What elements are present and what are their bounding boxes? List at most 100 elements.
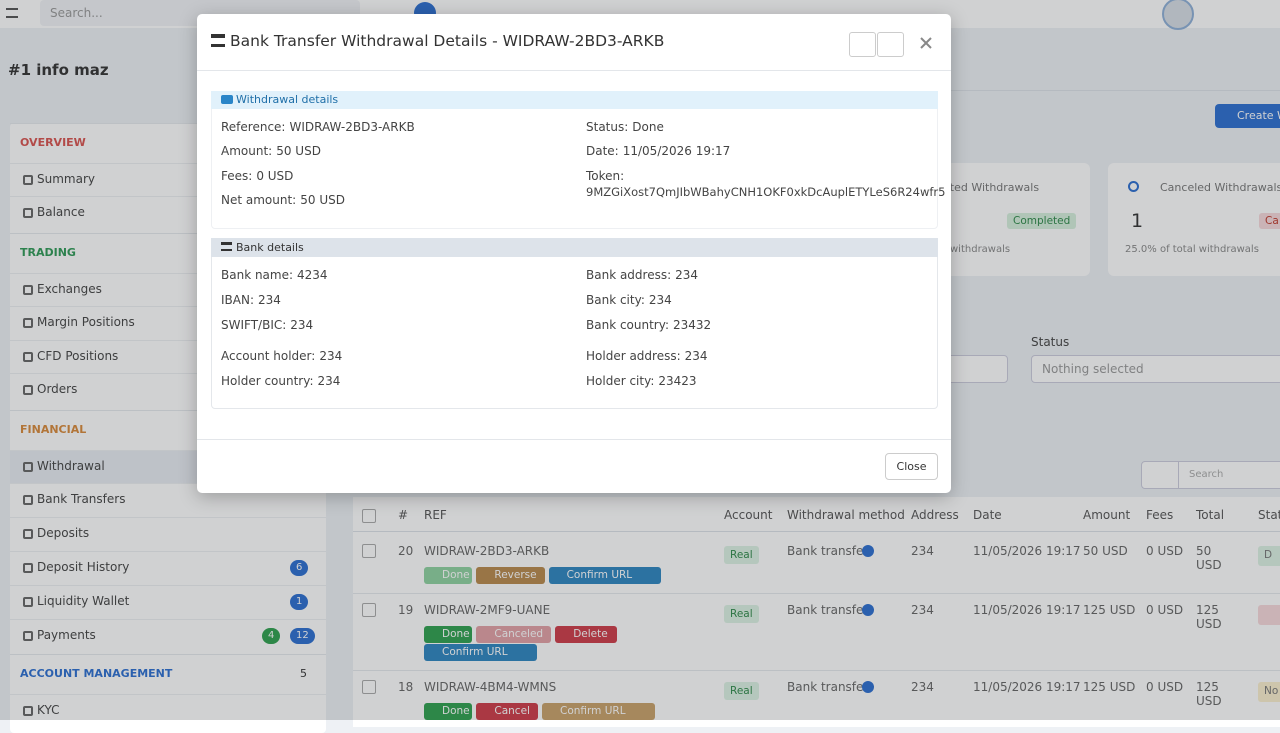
sidebar-item[interactable]: Summary bbox=[37, 172, 95, 186]
field-label: Fees: bbox=[221, 169, 253, 183]
sidebar-section: ACCOUNT MANAGEMENT bbox=[20, 667, 173, 680]
row-checkbox[interactable] bbox=[362, 603, 376, 617]
row-checkbox[interactable] bbox=[362, 680, 376, 694]
action-button[interactable]: Cancel bbox=[476, 703, 538, 720]
count-badge: 1 bbox=[290, 594, 309, 610]
cell-date: 11/05/2026 19:17 bbox=[973, 603, 1081, 617]
action-button[interactable]: Done bbox=[424, 567, 473, 584]
sidebar-item[interactable]: Withdrawal bbox=[37, 459, 105, 473]
cell-account: Real bbox=[724, 682, 759, 700]
close-x bbox=[920, 37, 932, 49]
sidebar-divider bbox=[10, 551, 326, 552]
field-value: 11/05/2026 19:17 bbox=[622, 144, 731, 158]
column-header: Account bbox=[724, 508, 773, 522]
close-icon[interactable] bbox=[918, 35, 934, 51]
header-checkbox[interactable] bbox=[362, 509, 376, 523]
action-button[interactable]: Confirm URL bbox=[548, 567, 662, 584]
table-search[interactable]: Search bbox=[1178, 461, 1280, 489]
cell-method: Bank transfer bbox=[787, 544, 869, 558]
modal-title: Bank Transfer Withdrawal Details - WIDRA… bbox=[230, 32, 665, 50]
field: Bank address: 234 bbox=[586, 268, 698, 282]
sidebar-item[interactable]: Exchanges bbox=[37, 282, 102, 296]
field-label: Holder city: bbox=[586, 374, 655, 388]
section-header bbox=[211, 238, 938, 257]
avatar[interactable] bbox=[1162, 0, 1194, 30]
field: Holder address: 234 bbox=[586, 349, 708, 363]
field-value: 234 bbox=[319, 349, 343, 363]
sidebar-divider bbox=[10, 306, 326, 307]
status-badge: No bbox=[1258, 682, 1280, 702]
action-button[interactable]: Confirm URL bbox=[424, 644, 537, 661]
field-value: 9MZGiXost7QmJIbWBahyCNH1OKF0xkDcAuplETYL… bbox=[586, 185, 946, 199]
section-divider bbox=[10, 410, 326, 411]
bank-icon bbox=[211, 34, 225, 47]
field-label: Token: bbox=[586, 169, 625, 183]
item-icon bbox=[23, 529, 33, 539]
sidebar-item[interactable]: Orders bbox=[37, 382, 78, 396]
field-label: Account holder: bbox=[221, 349, 316, 363]
field-value: Done bbox=[632, 120, 664, 134]
item-icon bbox=[23, 462, 33, 472]
cell-address: 234 bbox=[911, 680, 934, 694]
sidebar-divider bbox=[10, 694, 326, 695]
sidebar-item[interactable]: Payments bbox=[37, 628, 96, 642]
sidebar-item[interactable]: Bank Transfers bbox=[37, 492, 126, 506]
action-button[interactable]: Confirm URL bbox=[542, 703, 655, 720]
field-label: SWIFT/BIC: bbox=[221, 318, 287, 332]
card-note: withdrawals bbox=[950, 244, 1011, 255]
sidebar-item[interactable]: KYC bbox=[37, 703, 60, 717]
item-icon bbox=[23, 631, 33, 641]
search-button[interactable] bbox=[1141, 461, 1179, 489]
item-icon bbox=[23, 285, 33, 295]
row-checkbox[interactable] bbox=[362, 544, 376, 558]
field-value: 234 bbox=[290, 318, 314, 332]
action-button[interactable]: Delete bbox=[555, 626, 617, 643]
action-button[interactable]: Reverse bbox=[476, 567, 545, 584]
sidebar-item[interactable]: Margin Positions bbox=[37, 315, 135, 329]
sidebar-divider bbox=[10, 163, 326, 164]
bank-icon bbox=[221, 242, 232, 251]
section-count: 5 bbox=[300, 667, 307, 680]
field-value: WIDRAW-2BD3-ARKB bbox=[289, 120, 415, 134]
field-value: 23432 bbox=[673, 318, 712, 332]
filter-input[interactable] bbox=[940, 355, 1008, 383]
status-select[interactable]: Nothing selected bbox=[1031, 355, 1280, 383]
cell-method: Bank transfer bbox=[787, 603, 869, 617]
count-badge: 6 bbox=[290, 560, 309, 576]
sidebar-item[interactable]: Balance bbox=[37, 205, 85, 219]
menu-icon[interactable] bbox=[6, 8, 18, 18]
field: Bank name: 4234 bbox=[221, 268, 328, 282]
cell-ref: WIDRAW-2MF9-UANE bbox=[424, 603, 551, 617]
cell-num: 19 bbox=[398, 603, 414, 617]
header-divider bbox=[353, 531, 1280, 532]
sidebar-item[interactable]: CFD Positions bbox=[37, 349, 119, 363]
fullscreen-button[interactable] bbox=[849, 32, 876, 57]
field-value: 234 bbox=[675, 268, 699, 282]
count-badge: 4 bbox=[262, 628, 281, 644]
cell-amount: 125 USD bbox=[1083, 680, 1136, 694]
section-header bbox=[211, 91, 938, 109]
field: Net amount: 50 USD bbox=[221, 193, 345, 207]
sidebar-divider bbox=[10, 340, 326, 341]
action-button[interactable]: Done bbox=[424, 703, 473, 720]
card-icon bbox=[221, 95, 233, 104]
create-button[interactable]: Create W bbox=[1215, 104, 1280, 128]
sidebar-section: OVERVIEW bbox=[20, 136, 86, 149]
close-button[interactable]: Close bbox=[885, 453, 938, 480]
info-icon bbox=[862, 681, 874, 693]
column-header: Address bbox=[911, 508, 959, 522]
action-button[interactable]: Done bbox=[424, 626, 473, 643]
row-divider bbox=[353, 670, 1280, 671]
field: Amount: 50 USD bbox=[221, 144, 321, 158]
column-header: Amount bbox=[1083, 508, 1131, 522]
sidebar-item[interactable]: Deposit History bbox=[37, 560, 130, 574]
sidebar-item[interactable]: Liquidity Wallet bbox=[37, 594, 130, 608]
sidebar-item[interactable]: Deposits bbox=[37, 526, 90, 540]
split-button[interactable] bbox=[877, 32, 904, 57]
item-icon bbox=[23, 706, 33, 716]
action-button[interactable]: Canceled bbox=[476, 626, 552, 643]
column-header: Date bbox=[973, 508, 1002, 522]
header-divider bbox=[197, 70, 951, 71]
card-badge: Ca bbox=[1259, 213, 1280, 229]
